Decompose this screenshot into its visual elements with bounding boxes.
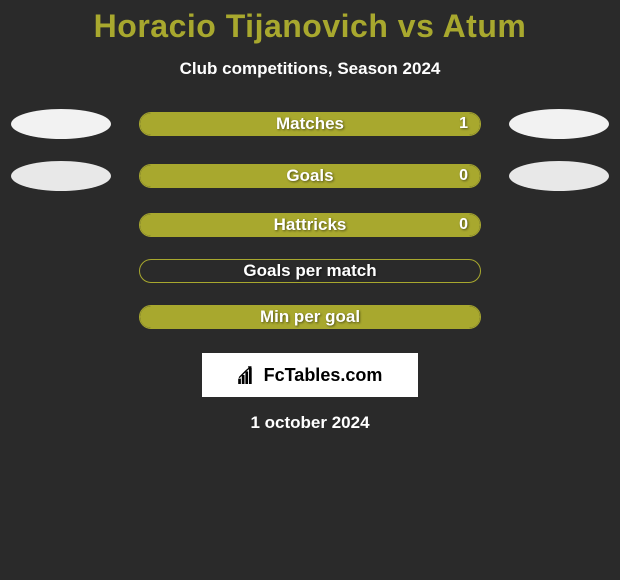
logo: FcTables.com bbox=[238, 365, 383, 386]
stat-label: Min per goal bbox=[260, 307, 360, 327]
stat-row: Goals per match bbox=[0, 259, 620, 283]
stat-row: Min per goal bbox=[0, 305, 620, 329]
stat-label: Hattricks bbox=[274, 215, 347, 235]
page-title: Horacio Tijanovich vs Atum bbox=[0, 8, 620, 45]
stat-row: Goals 0 bbox=[0, 161, 620, 191]
stat-value: 0 bbox=[459, 167, 468, 185]
logo-box[interactable]: FcTables.com bbox=[202, 353, 418, 397]
player-left-marker bbox=[11, 161, 111, 191]
player-right-marker bbox=[509, 109, 609, 139]
date-label: 1 october 2024 bbox=[0, 413, 620, 433]
stat-row: Matches 1 bbox=[0, 109, 620, 139]
comparison-widget: Horacio Tijanovich vs Atum Club competit… bbox=[0, 0, 620, 433]
stat-label: Goals per match bbox=[243, 261, 376, 281]
stat-bar: Min per goal bbox=[139, 305, 481, 329]
stat-bar: Goals per match bbox=[139, 259, 481, 283]
fctables-icon bbox=[238, 366, 260, 384]
player-right-marker bbox=[509, 161, 609, 191]
stat-label: Goals bbox=[286, 166, 333, 186]
player-left-marker bbox=[11, 109, 111, 139]
stat-rows: Matches 1 Goals 0 Hattricks 0 Goals per match M… bbox=[0, 109, 620, 329]
stat-bar: Hattricks 0 bbox=[139, 213, 481, 237]
stat-label: Matches bbox=[276, 114, 344, 134]
subtitle: Club competitions, Season 2024 bbox=[0, 59, 620, 79]
stat-bar: Goals 0 bbox=[139, 164, 481, 188]
stat-row: Hattricks 0 bbox=[0, 213, 620, 237]
stat-value: 1 bbox=[459, 115, 468, 133]
stat-bar: Matches 1 bbox=[139, 112, 481, 136]
logo-text: FcTables.com bbox=[264, 365, 383, 386]
stat-value: 0 bbox=[459, 216, 468, 234]
